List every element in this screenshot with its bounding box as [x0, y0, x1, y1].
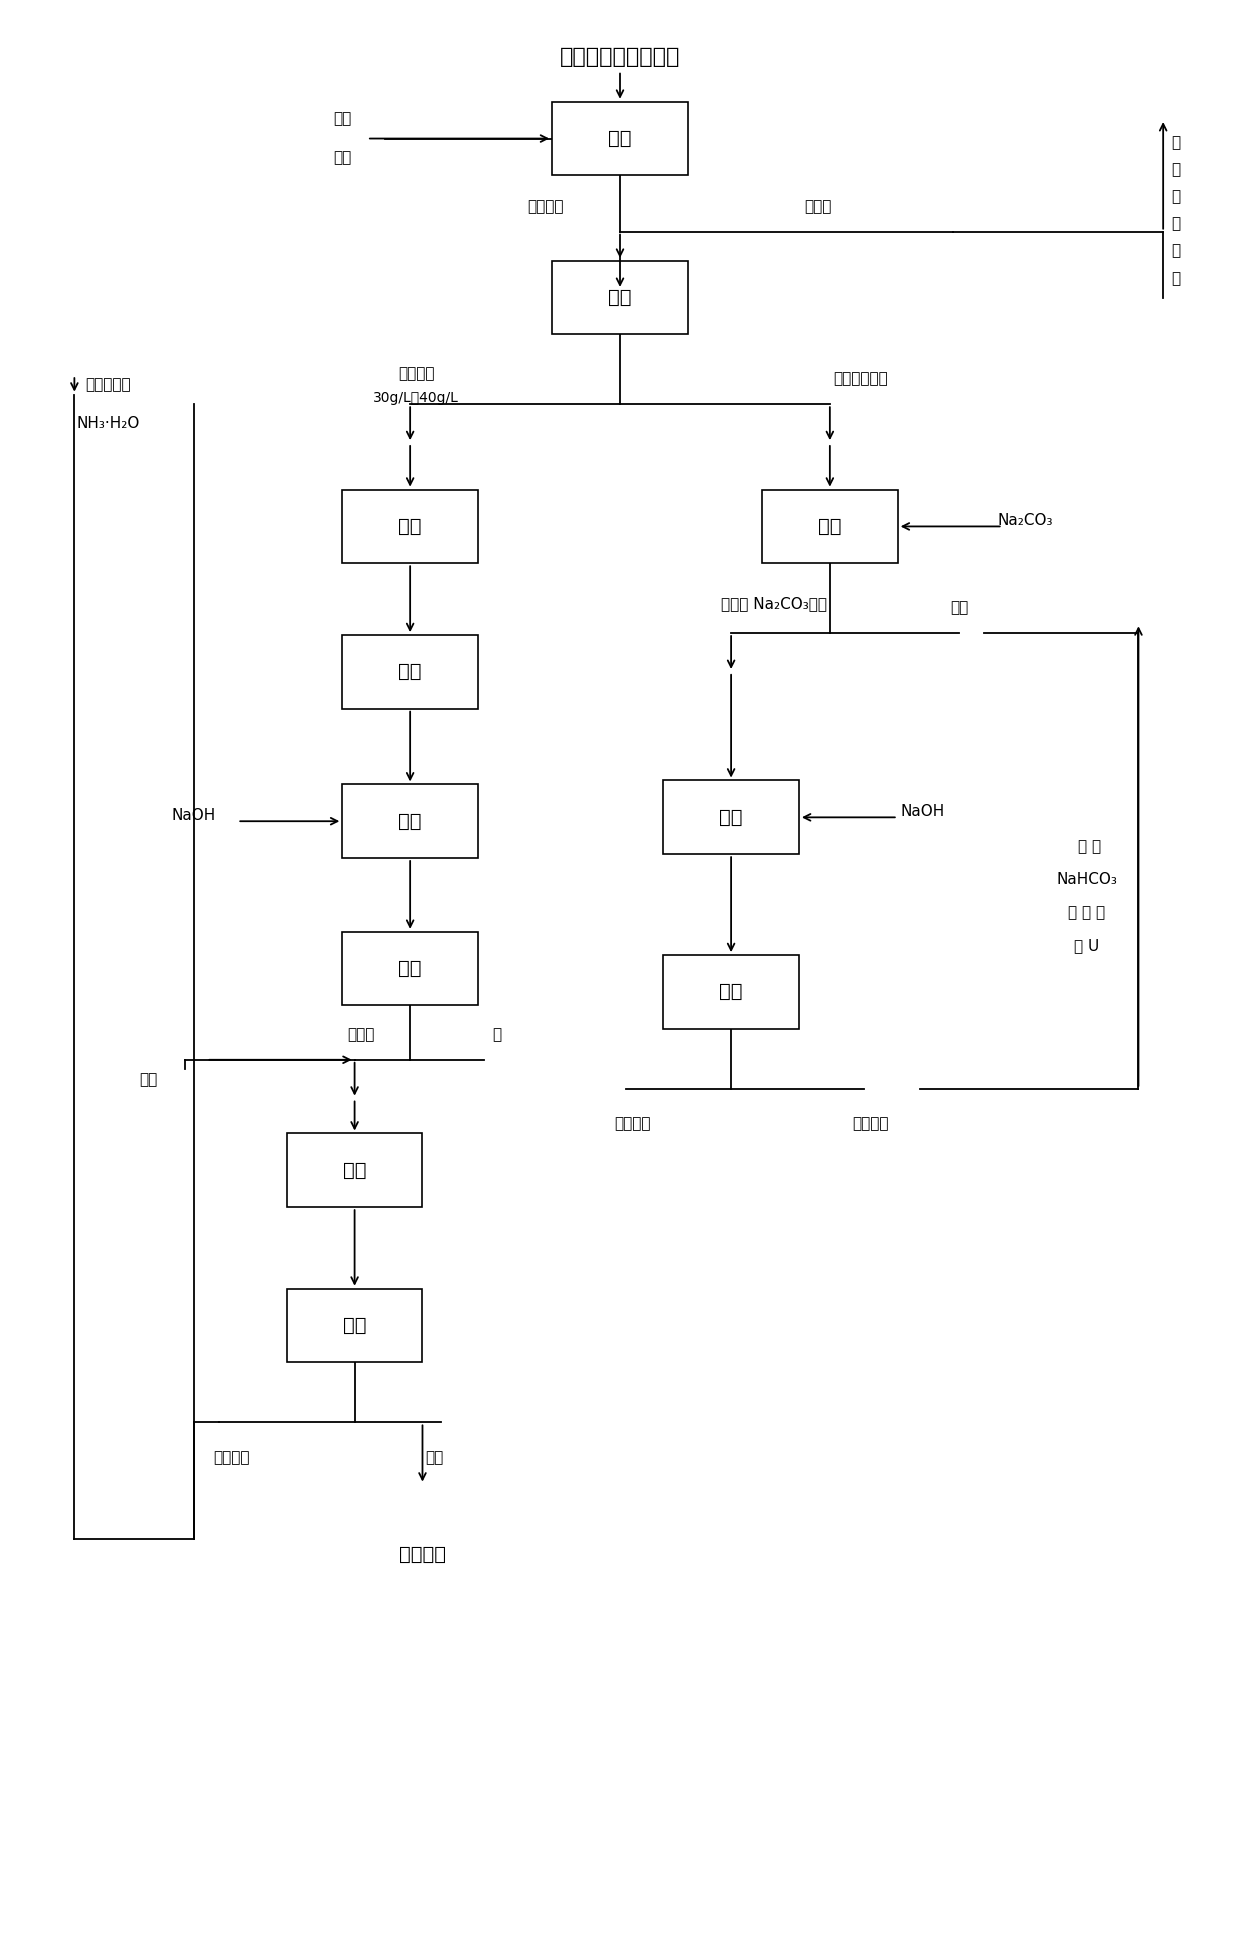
- Text: NH₃·H₂O: NH₃·H₂O: [76, 416, 139, 432]
- Text: Na₂CO₃: Na₂CO₃: [997, 513, 1053, 529]
- Bar: [342, 932, 479, 1006]
- Text: 硫酸: 硫酸: [139, 1072, 157, 1087]
- Text: 三氧化钼: 三氧化钼: [399, 1544, 446, 1564]
- Bar: [552, 101, 688, 175]
- Text: 过滤: 过滤: [719, 982, 743, 1002]
- Text: 再生: 再生: [334, 111, 351, 126]
- Text: 30g/L～40g/L: 30g/L～40g/L: [373, 391, 459, 405]
- Text: 沉淀母液: 沉淀母液: [852, 1116, 889, 1132]
- Text: 钼溶液: 钼溶液: [347, 1027, 374, 1043]
- Text: 沉淀: 沉淀: [719, 807, 743, 827]
- Text: 浸出: 浸出: [398, 811, 422, 831]
- Text: 试剂: 试剂: [334, 150, 351, 165]
- Bar: [342, 634, 479, 708]
- Text: 补 入: 补 入: [1078, 838, 1101, 854]
- Bar: [552, 261, 688, 335]
- Bar: [663, 780, 799, 854]
- Text: 过滤: 过滤: [609, 288, 631, 307]
- Text: 蒸干: 蒸干: [398, 517, 422, 537]
- Text: 工: 工: [1171, 243, 1180, 259]
- Text: 铁渣: 铁渣: [950, 601, 968, 615]
- Text: 序: 序: [1171, 270, 1180, 286]
- Text: 补入氯化铵: 补入氯化铵: [84, 377, 130, 393]
- Text: 含铀的 Na₂CO₃溶液: 含铀的 Na₂CO₃溶液: [722, 597, 827, 611]
- Text: NaOH: NaOH: [900, 803, 945, 819]
- Text: 浸出: 浸出: [818, 517, 842, 537]
- Text: 过滤: 过滤: [398, 959, 422, 978]
- Text: 返 回 浸: 返 回 浸: [1068, 904, 1105, 920]
- Bar: [286, 1134, 423, 1208]
- Text: 反萃取钒后贫有机相: 反萃取钒后贫有机相: [559, 47, 681, 66]
- Bar: [663, 955, 799, 1029]
- Text: NaHCO₃: NaHCO₃: [1056, 871, 1117, 887]
- Text: 煅烧: 煅烧: [398, 663, 422, 681]
- Text: 回: 回: [1171, 161, 1180, 177]
- Text: 再生溶液: 再生溶液: [528, 198, 564, 214]
- Text: 沉淀母液: 沉淀母液: [213, 1449, 249, 1465]
- Text: 沉淀: 沉淀: [342, 1161, 366, 1181]
- Text: 萃: 萃: [1171, 189, 1180, 204]
- Text: NaOH: NaOH: [172, 807, 216, 823]
- Text: 铀、铁沉淀物: 铀、铁沉淀物: [833, 371, 888, 387]
- Text: 取: 取: [1171, 216, 1180, 231]
- Bar: [342, 784, 479, 858]
- Text: 渣: 渣: [492, 1027, 501, 1043]
- Bar: [761, 490, 898, 564]
- Bar: [342, 490, 479, 564]
- Text: 有机相: 有机相: [804, 198, 831, 214]
- Text: 钼酸: 钼酸: [425, 1449, 444, 1465]
- Text: 再生: 再生: [609, 128, 631, 148]
- Text: 过滤: 过滤: [342, 1317, 366, 1334]
- Text: 返: 返: [1171, 134, 1180, 150]
- Text: 出 U: 出 U: [1074, 937, 1099, 953]
- Text: 重铀酸钠: 重铀酸钠: [614, 1116, 651, 1132]
- Text: 含钼溶液: 含钼溶液: [398, 366, 434, 381]
- Bar: [286, 1290, 423, 1362]
